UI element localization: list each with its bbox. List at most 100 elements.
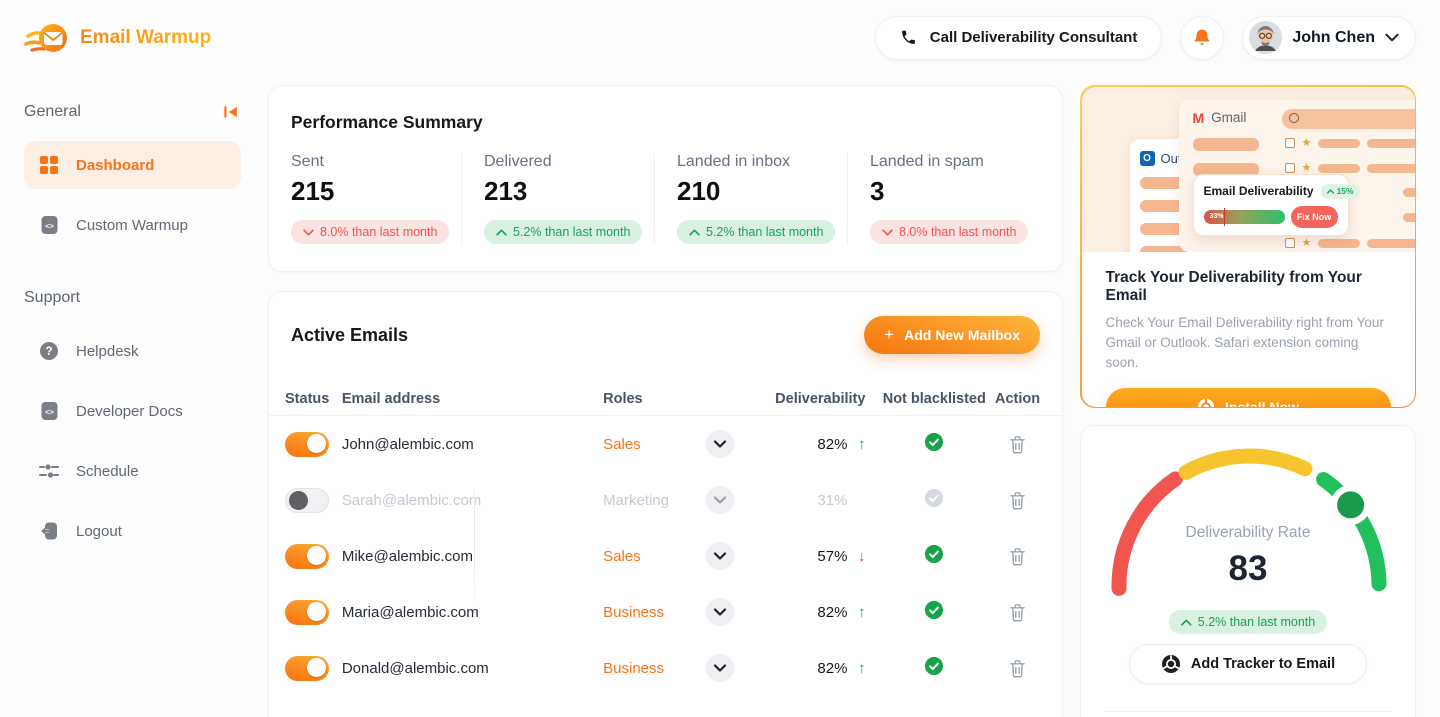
chrome-icon <box>1161 654 1181 674</box>
role-dropdown-button[interactable] <box>705 598 734 626</box>
column-email-address: Email address <box>341 390 441 407</box>
not-blacklisted-check-icon <box>924 432 944 456</box>
role-dropdown-button[interactable] <box>705 430 734 458</box>
deliverability-value: 31% <box>817 491 848 509</box>
status-toggle[interactable] <box>285 599 329 625</box>
metric-change-badge: 8.0% than last month <box>870 220 1029 244</box>
metric-change-badge: 5.2% than last month <box>677 220 836 244</box>
call-consultant-button[interactable]: Call Deliverability Consultant <box>874 15 1163 60</box>
sidebar-section-support: Support <box>24 281 241 315</box>
chrome-icon <box>1197 398 1215 407</box>
metric-value: 3 <box>870 176 885 206</box>
email-address: Mike@alembic.com <box>341 547 473 565</box>
sidebar-item-custom-warmup[interactable]: <> Custom Warmup <box>24 201 241 249</box>
not-blacklisted-check-icon <box>924 600 944 624</box>
add-new-mailbox-button[interactable]: + Add New Mailbox <box>864 316 1040 354</box>
role-dropdown-button[interactable] <box>705 654 734 682</box>
table-row: Mike@alembic.com Sales 57% ↓ <box>269 528 1062 584</box>
table-row: Maria@alembic.com Business 82% ↑ <box>269 584 1062 640</box>
email-address: Donald@alembic.com <box>341 659 489 677</box>
trend-arrow-icon: ↓ <box>857 547 866 565</box>
status-toggle[interactable] <box>285 487 329 513</box>
role-label: Sales <box>603 435 641 453</box>
deliverability-value: 57% <box>817 547 848 565</box>
delete-row-button[interactable] <box>1009 659 1026 678</box>
mini-card-title: Email Deliverability <box>1203 184 1314 198</box>
column-status: Status <box>285 390 330 407</box>
bell-icon <box>1191 27 1213 49</box>
sliders-icon <box>38 460 60 482</box>
logout-icon <box>38 520 60 542</box>
search-icon <box>1288 112 1299 123</box>
add-tracker-button[interactable]: Add Tracker to Email <box>1129 644 1367 684</box>
metric-label: Delivered <box>484 153 552 170</box>
sidebar-item-label: Schedule <box>76 462 139 480</box>
fix-now-button[interactable]: Fix Now <box>1290 205 1338 228</box>
metric-change-badge: 5.2% than last month <box>484 220 643 244</box>
svg-text:?: ? <box>45 346 52 358</box>
sidebar: General Dashboard <> Custom Warmup Suppo… <box>0 75 265 717</box>
top-header: Email Warmup Call Deliverability Consult… <box>0 0 1440 75</box>
metric-sent: Sent 215 8.0% than last month <box>291 153 461 244</box>
status-toggle[interactable] <box>285 431 329 457</box>
gmail-icon: M <box>1192 109 1205 126</box>
general-section-label: General <box>24 103 81 120</box>
metric-value: 215 <box>291 176 335 206</box>
delete-row-button[interactable] <box>1009 603 1026 622</box>
support-section-label: Support <box>24 289 81 306</box>
sidebar-item-helpdesk[interactable]: ? Helpdesk <box>24 327 241 375</box>
email-address: Maria@alembic.com <box>341 603 479 621</box>
extension-illustration: O Outlook M Gmail <box>1081 86 1415 252</box>
brand-logo: Email Warmup <box>24 21 211 55</box>
active-emails-card: Active Emails + Add New Mailbox Status E… <box>268 291 1063 717</box>
performance-summary-card: Performance Summary Sent 215 8.0% than l… <box>268 85 1063 272</box>
sidebar-item-label: Logout <box>76 522 122 540</box>
column-roles: Roles <box>603 390 643 407</box>
metric-landed-inbox: Landed in inbox 210 5.2% than last month <box>654 153 847 244</box>
extension-promo-card: O Outlook M Gmail <box>1080 85 1416 408</box>
sidebar-item-label: Developer Docs <box>76 402 183 420</box>
gauge-change-badge: 5.2% than last month <box>1168 610 1328 634</box>
user-menu[interactable]: John Chen <box>1242 15 1416 60</box>
status-toggle[interactable] <box>285 655 329 681</box>
delete-row-button[interactable] <box>1009 435 1026 454</box>
deliverability-value: 82% <box>817 659 848 677</box>
sidebar-item-logout[interactable]: Logout <box>24 507 241 555</box>
gmail-label: Gmail <box>1211 110 1247 125</box>
promo-description: Check Your Email Deliverability right fr… <box>1105 314 1384 371</box>
role-dropdown-button[interactable] <box>705 542 734 570</box>
notifications-button[interactable] <box>1180 15 1225 60</box>
delete-row-button[interactable] <box>1009 491 1026 510</box>
column-deliverability: Deliverability <box>775 390 866 407</box>
question-circle-icon: ? <box>38 340 60 362</box>
email-address: John@alembic.com <box>341 435 474 453</box>
dashboard-grid-icon <box>38 154 60 176</box>
metric-change-badge: 8.0% than last month <box>291 220 450 244</box>
chevron-down-icon <box>1385 29 1399 47</box>
sidebar-item-developer-docs[interactable]: <> Developer Docs <box>24 387 241 435</box>
role-label: Business <box>603 659 665 677</box>
table-header: Status Email address Roles Deliverabilit… <box>269 382 1062 416</box>
sidebar-collapse-icon[interactable] <box>221 102 241 122</box>
table-row: Sarah@alembic.com Marketing 31% <box>269 472 1062 528</box>
sidebar-item-dashboard[interactable]: Dashboard <box>24 141 241 189</box>
sidebar-item-label: Custom Warmup <box>76 216 188 234</box>
search-bar-mockup <box>1281 108 1415 129</box>
sidebar-item-schedule[interactable]: Schedule <box>24 447 241 495</box>
role-label: Marketing <box>603 491 669 509</box>
svg-text:<>: <> <box>45 408 54 417</box>
avatar <box>1249 21 1283 54</box>
table-row: Donald@alembic.com Business 82% ↑ <box>269 640 1062 696</box>
gauge-value: 83 <box>1228 549 1268 588</box>
email-deliverability-mini-card: Email Deliverability 15% 33% <box>1192 173 1360 236</box>
role-dropdown-button[interactable] <box>705 486 734 514</box>
delete-row-button[interactable] <box>1009 547 1026 566</box>
metric-delivered: Delivered 213 5.2% than last month <box>461 153 654 244</box>
sidebar-section-general: General <box>24 95 241 129</box>
deliverability-value: 82% <box>817 435 848 453</box>
deliverability-value: 82% <box>817 603 848 621</box>
status-toggle[interactable] <box>285 543 329 569</box>
email-address: Sarah@alembic.com <box>341 491 482 509</box>
install-now-button[interactable]: Install Now <box>1105 388 1391 407</box>
metrics-row: Sent 215 8.0% than last month Delivered … <box>291 153 1040 244</box>
